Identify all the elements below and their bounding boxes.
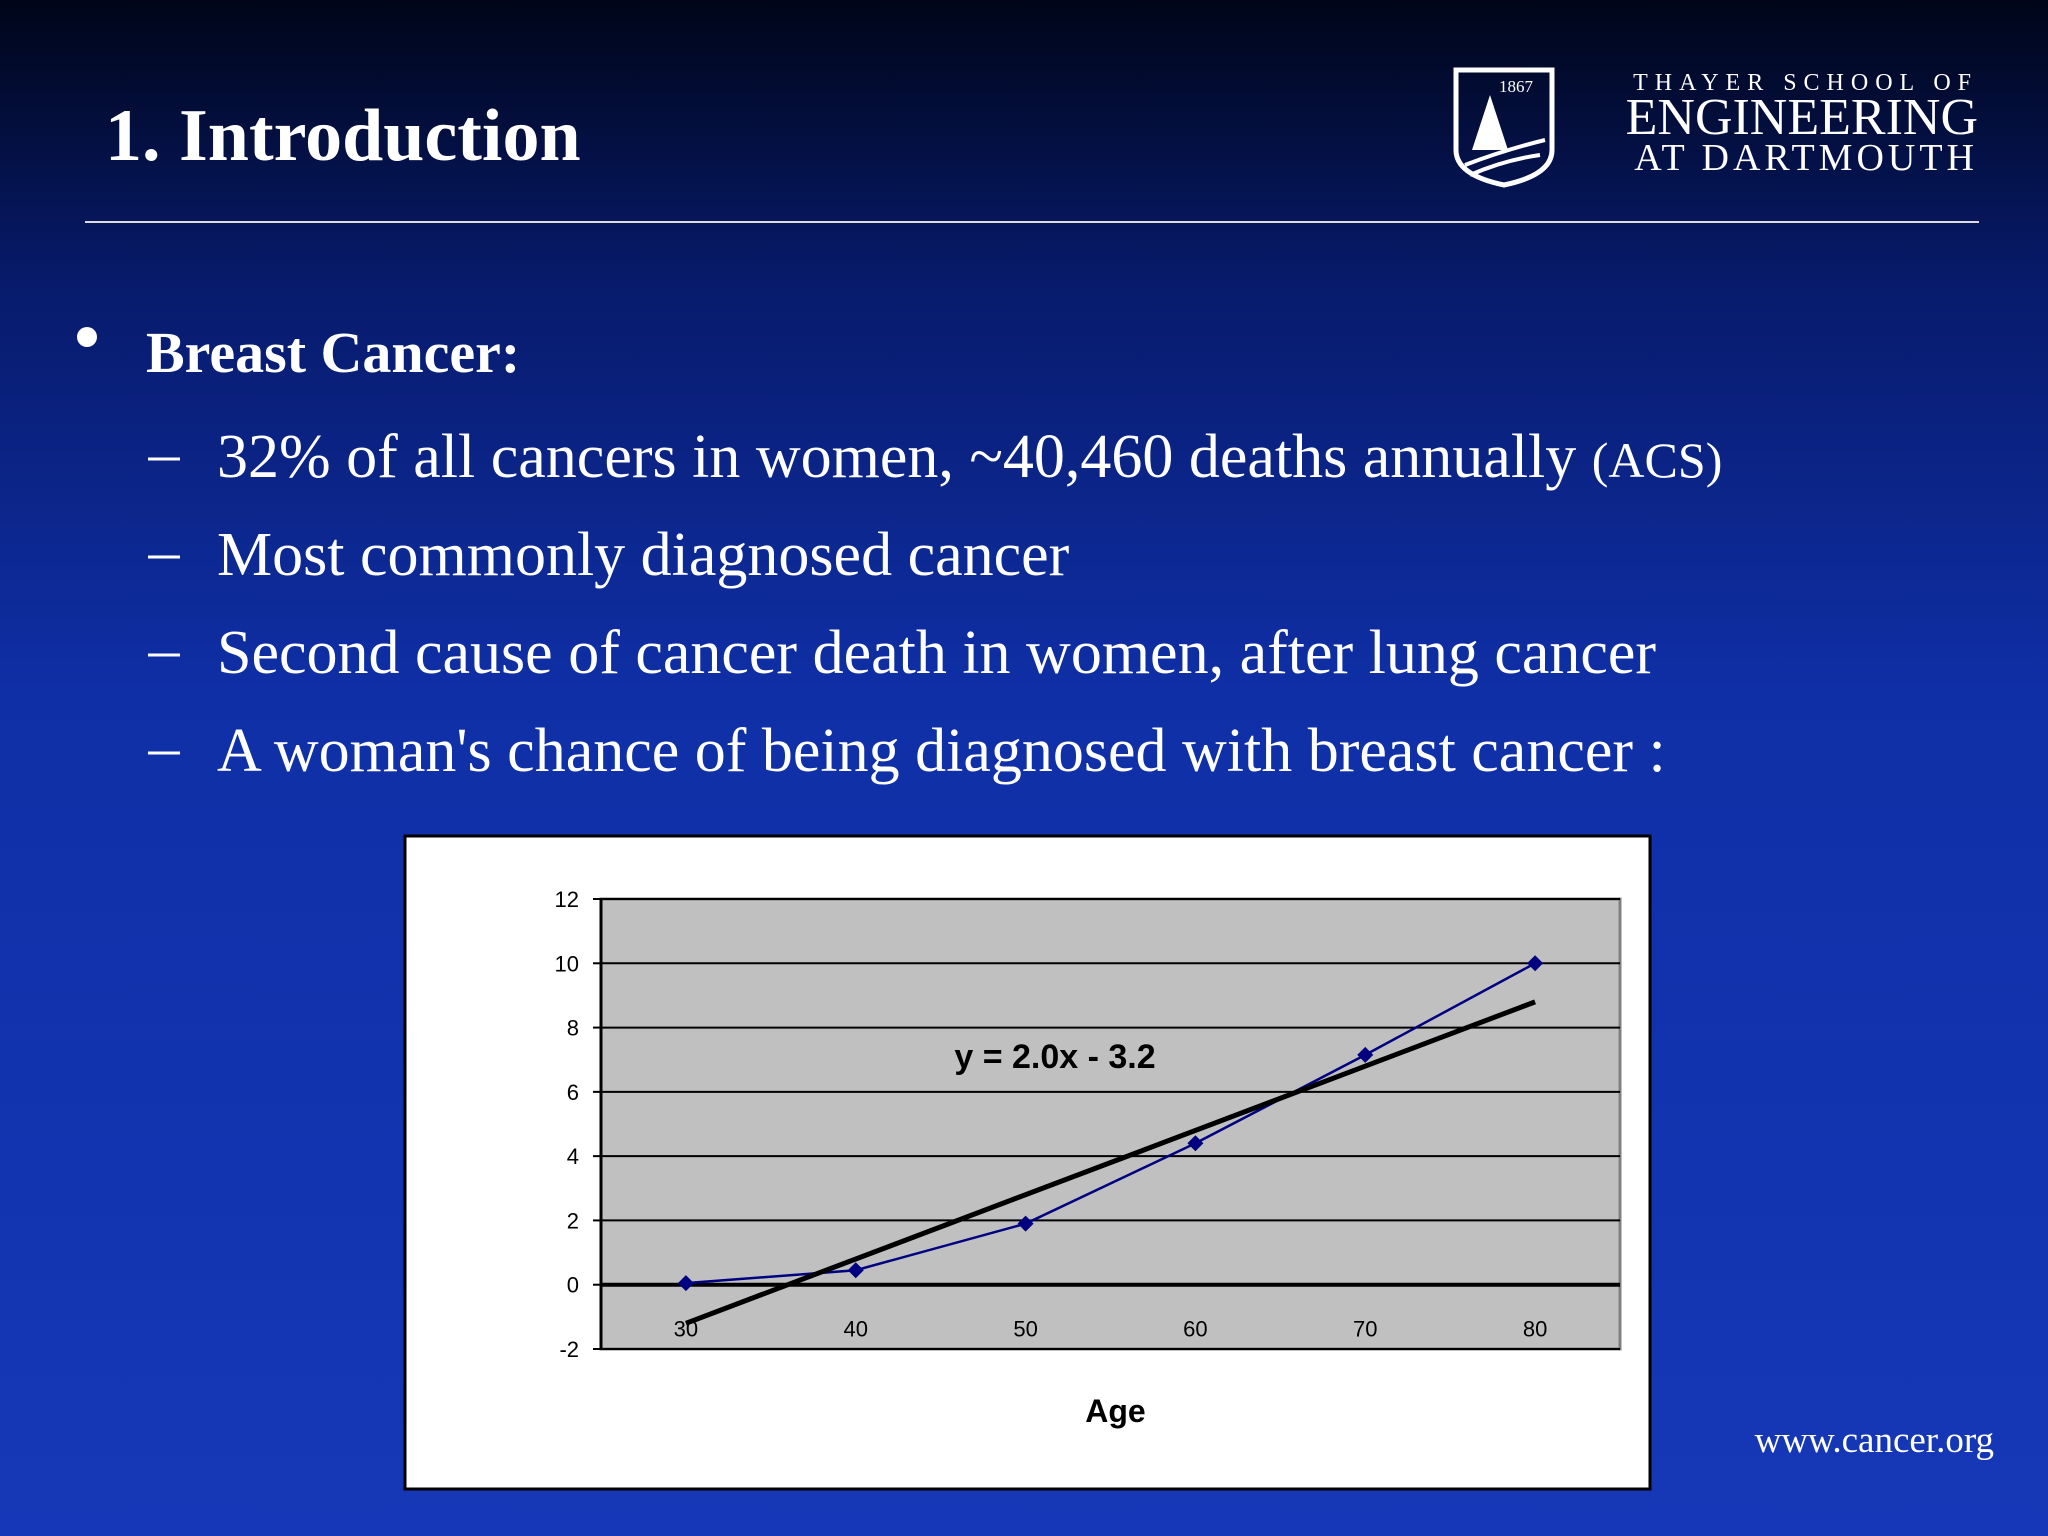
data-marker xyxy=(677,1275,694,1292)
logo-line: AT DARTMOUTH xyxy=(1634,137,1978,179)
logo: 1867 THAYER SCHOOL OF ENGINEERING AT DAR… xyxy=(1453,67,1978,188)
sub-item: Most commonly diagnosed cancer xyxy=(217,521,1070,589)
sub-item: A woman's chance of being diagnosed with… xyxy=(217,717,1666,785)
y-tick-label: 4 xyxy=(567,1144,579,1169)
y-tick-label: -2 xyxy=(559,1337,579,1362)
space xyxy=(1576,423,1592,491)
y-tick-label: 10 xyxy=(555,951,579,976)
y-tick-label: 0 xyxy=(567,1273,579,1298)
x-tick-label: 50 xyxy=(1013,1317,1037,1342)
y-tick-label: 2 xyxy=(567,1208,579,1233)
trend-line xyxy=(685,999,1536,1326)
sub-item-text: 32% of all cancers in women, ~40,460 dea… xyxy=(217,423,1576,491)
x-tick-label: 40 xyxy=(844,1317,868,1342)
data-marker xyxy=(1357,1046,1374,1063)
plot-area xyxy=(599,897,1622,1351)
sub-item: Second cause of cancer death in women, a… xyxy=(217,619,1656,687)
data-line xyxy=(685,962,1536,1285)
y-tick-label: 8 xyxy=(567,1016,579,1041)
sub-item-text: Most commonly diagnosed cancer xyxy=(217,521,1070,589)
logo-line: ENGINEERING xyxy=(1626,89,1978,146)
sub-item: 32% of all cancers in women, ~40,460 dea… xyxy=(217,423,1722,491)
x-axis-label: Age xyxy=(1085,1393,1145,1429)
sub-item-note: (ACS) xyxy=(1592,432,1723,488)
bullet-dot xyxy=(77,327,97,347)
data-marker xyxy=(1017,1215,1034,1232)
x-tick-label: 70 xyxy=(1353,1317,1377,1342)
sub-item-text: Second cause of cancer death in women, a… xyxy=(217,619,1656,687)
data-marker xyxy=(1527,955,1544,972)
bullet-heading: Breast Cancer: xyxy=(146,320,520,385)
y-tick-label: 6 xyxy=(567,1080,579,1105)
slide-title: 1. Introduction xyxy=(105,95,581,177)
logo-year: 1867 xyxy=(1499,77,1534,96)
x-tick-label: 60 xyxy=(1183,1317,1207,1342)
sub-items: 32% of all cancers in women, ~40,460 dea… xyxy=(148,423,1722,785)
sub-item-text: A woman's chance of being diagnosed with… xyxy=(217,717,1666,785)
data-marker xyxy=(847,1262,864,1279)
y-tick-label: 12 xyxy=(555,887,579,912)
source: www.cancer.org xyxy=(1755,1420,1994,1461)
x-tick-label: 80 xyxy=(1523,1317,1547,1342)
logo-line: THAYER SCHOOL OF xyxy=(1633,70,1978,96)
data-marker xyxy=(1187,1135,1204,1152)
trend-equation: y = 2.0x - 3.2 xyxy=(954,1038,1155,1076)
